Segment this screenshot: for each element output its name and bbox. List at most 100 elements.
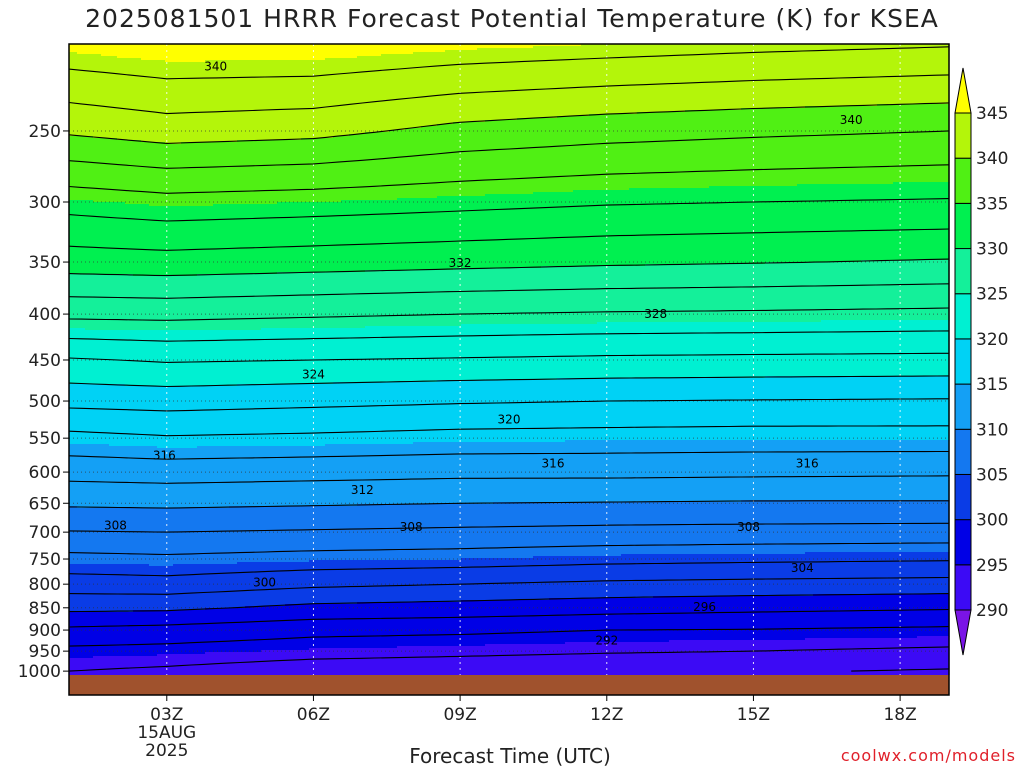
field-cell: [901, 260, 910, 321]
field-cell: [365, 132, 374, 201]
colorbar-max-arrow: [954, 67, 972, 114]
field-cell: [93, 44, 102, 55]
field-cell: [533, 380, 542, 443]
field-cell: [325, 58, 334, 139]
field-cell: [421, 560, 430, 603]
field-cell: [301, 650, 310, 675]
field-cell: [357, 648, 366, 675]
y-tick-label: 750: [29, 550, 61, 570]
field-cell: [629, 554, 638, 599]
field-cell: [557, 556, 566, 599]
field-cell: [453, 326, 462, 381]
field-cell: [917, 500, 926, 553]
field-cell: [93, 54, 102, 139]
field-cell: [941, 182, 950, 261]
field-cell: [157, 330, 166, 387]
field-cell: [333, 328, 342, 383]
field-cell: [453, 44, 462, 51]
field-cell: [925, 376, 934, 441]
field-cell: [333, 44, 342, 59]
field-cell: [373, 326, 382, 383]
field-cell: [301, 446, 310, 507]
field-cell: [517, 118, 526, 195]
field-cell: [381, 326, 390, 383]
field-cell: [509, 194, 518, 269]
field-cell: [621, 266, 630, 323]
field-cell: [493, 268, 502, 325]
field-cell: [557, 192, 566, 267]
field-cell: [613, 322, 622, 379]
field-cell: [909, 594, 918, 639]
field-cell: [885, 376, 894, 441]
field-cell: [877, 552, 886, 595]
credit-link[interactable]: coolwx.com/models: [840, 746, 1016, 765]
field-cell: [589, 378, 598, 441]
field-cell: [477, 122, 486, 197]
field-cell: [797, 500, 806, 555]
field-cell: [149, 330, 158, 387]
field-cell: [413, 442, 422, 505]
contour-line-294: [68, 646, 950, 672]
field-cell: [349, 506, 358, 561]
field-cell: [181, 564, 190, 611]
field-cell: [837, 44, 846, 107]
field-cell: [509, 268, 518, 325]
field-cell: [853, 44, 862, 107]
field-cell: [933, 104, 942, 183]
field-cell: [533, 268, 542, 325]
field-cell: [621, 440, 630, 503]
field-cell: [421, 44, 430, 53]
field-cell: [885, 552, 894, 595]
field-cell: [349, 58, 358, 135]
field-cell: [669, 322, 678, 379]
field-cell: [501, 44, 510, 49]
field-cell: [253, 606, 262, 653]
contour-label: 308: [400, 520, 423, 534]
field-cell: [805, 552, 814, 597]
field-cell: [597, 502, 606, 557]
field-cell: [181, 654, 190, 675]
field-cell: [461, 268, 470, 325]
field-cell: [341, 604, 350, 649]
field-cell: [445, 326, 454, 381]
field-cell: [781, 322, 790, 377]
field-cell: [757, 378, 766, 441]
field-cell: [589, 598, 598, 643]
field-cell: [637, 440, 646, 503]
field-cell: [301, 384, 310, 447]
field-cell: [725, 186, 734, 265]
field-cell: [757, 596, 766, 641]
field-cell: [69, 44, 78, 53]
field-cell: [901, 320, 910, 377]
field-cell: [317, 506, 326, 561]
field-cell: [381, 44, 390, 55]
field-cell: [765, 596, 774, 641]
field-cell: [493, 324, 502, 381]
field-cell: [245, 384, 254, 447]
field-cell: [789, 554, 798, 597]
field-cell: [725, 596, 734, 641]
field-cell: [789, 44, 798, 109]
field-cell: [805, 440, 814, 501]
field-cell: [189, 276, 198, 331]
field-cell: [461, 44, 470, 51]
field-cell: [829, 262, 838, 321]
field-cell: [757, 500, 766, 555]
field-cell: [661, 554, 670, 597]
field-cell: [565, 46, 574, 117]
field-cell: [429, 560, 438, 603]
field-cell: [789, 322, 798, 377]
contour-line-320: [68, 375, 950, 388]
field-cell: [709, 440, 718, 503]
field-cell: [789, 640, 798, 675]
field-cell: [925, 320, 934, 377]
field-cell: [797, 262, 806, 323]
contour-label: 296: [693, 600, 716, 614]
field-cell: [477, 504, 486, 559]
field-cell: [253, 274, 262, 331]
field-cell: [629, 114, 638, 189]
field-cell: [637, 44, 646, 113]
field-cell: [581, 266, 590, 325]
field-cell: [437, 270, 446, 327]
field-cell: [693, 640, 702, 675]
